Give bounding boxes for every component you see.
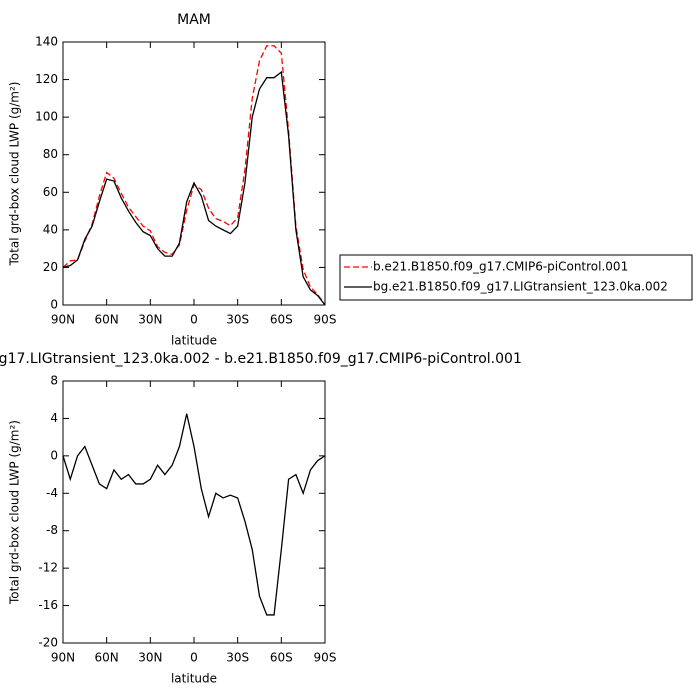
y-tick-label: 100 [35,110,58,124]
y-tick-label: -4 [46,486,58,500]
y-tick-label: 140 [35,35,58,49]
y-tick-label: 0 [50,448,58,462]
x-axis-label: latitude [171,334,217,348]
y-tick-label: 8 [50,374,58,388]
y-axis-label: Total grd-box cloud LWP (g/m²) [8,420,22,605]
series-line [62,45,326,306]
plot-frame [62,41,326,306]
x-tick-label: 60N [95,651,119,665]
x-tick-label: 30S [226,313,249,327]
y-tick-label: -12 [38,561,58,575]
y-tick-label: -16 [38,598,58,612]
y-tick-label: 0 [50,298,58,312]
series-line [62,413,326,616]
series-line [62,70,326,306]
x-tick-label: 0 [190,313,198,327]
x-tick-label: 60N [95,313,119,327]
x-axis-label: latitude [171,672,217,686]
chart-title: bg.e21.B1850.f09_g17.LIGtransient_123.0k… [0,351,522,367]
y-axis-label: Total grd-box cloud LWP (g/m²) [8,82,22,267]
y-tick-label: -8 [46,523,58,537]
plot-frame [62,380,326,644]
y-tick-label: -20 [38,636,58,650]
x-tick-label: 60S [270,313,293,327]
x-tick-label: 60S [270,651,293,665]
y-tick-label: 40 [43,222,58,236]
legend-label: b.e21.B1850.f09_g17.CMIP6-piControl.001 [373,260,628,274]
legend-box [339,254,693,301]
y-tick-label: 80 [43,147,58,161]
x-tick-label: 30N [138,313,162,327]
chart-title: MAM [177,12,211,28]
x-tick-label: 30S [226,651,249,665]
y-tick-label: 4 [50,411,58,425]
y-tick-label: 20 [43,260,58,274]
x-tick-label: 90S [314,313,337,327]
x-tick-label: 90N [51,651,75,665]
y-tick-label: 60 [43,185,58,199]
x-tick-label: 90N [51,313,75,327]
legend-label: bg.e21.B1850.f09_g17.LIGtransient_123.0k… [373,280,668,294]
x-tick-label: 0 [190,651,198,665]
y-tick-label: 120 [35,72,58,86]
x-tick-label: 90S [314,651,337,665]
x-tick-label: 30N [138,651,162,665]
